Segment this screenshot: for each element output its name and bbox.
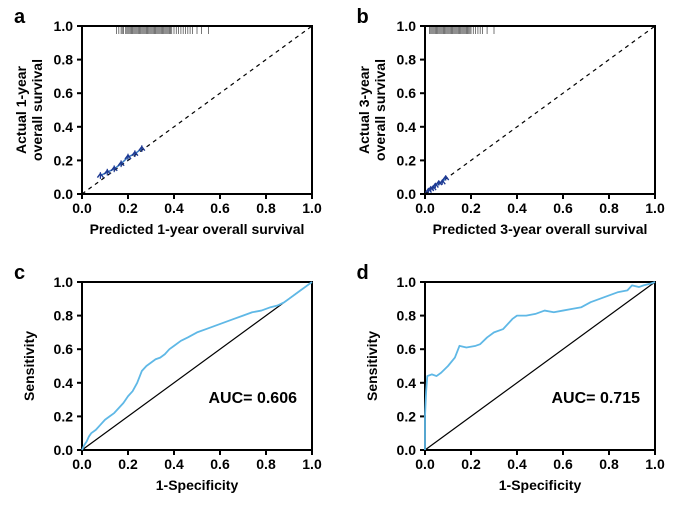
svg-text:1.0: 1.0	[645, 456, 665, 472]
panel-c-svg: 0.0 0.2 0.4 0.6 0.8 1.0 0.0 0.2 0.4 0.6 0.8 1.0 1-Sp…	[0, 256, 342, 511]
svg-text:0.8: 0.8	[396, 52, 416, 68]
panel-a-label: a	[14, 6, 25, 29]
svg-text:0.2: 0.2	[396, 152, 416, 168]
panel-d: d 0.0 0.2 0.4 0.6 0.8 1.0 0.0 0.2 0.4 0.6 0.8 1.0 1-…	[343, 256, 685, 511]
svg-text:0.6: 0.6	[396, 341, 416, 357]
panel-b-svg: 0.0 0.2 0.4 0.6 0.8 1.0 0.0 0.2 0.4 0.6 0.8 1.0 Pred…	[343, 0, 685, 255]
svg-text:0.0: 0.0	[54, 186, 74, 202]
svg-text:0.0: 0.0	[415, 200, 435, 216]
svg-text:Predicted 1-year overall survi: Predicted 1-year overall survival	[90, 221, 305, 237]
svg-text:0.6: 0.6	[54, 85, 74, 101]
svg-text:Predicted 3-year overall survi: Predicted 3-year overall survival	[432, 221, 647, 237]
svg-text:0.0: 0.0	[396, 186, 416, 202]
svg-text:0.8: 0.8	[54, 52, 74, 68]
svg-text:1.0: 1.0	[54, 274, 74, 290]
svg-text:Actual 3-yearoverall survival: Actual 3-yearoverall survival	[356, 59, 388, 161]
svg-text:0.8: 0.8	[599, 200, 619, 216]
svg-text:0.0: 0.0	[396, 442, 416, 458]
panel-d-label: d	[357, 262, 369, 285]
svg-text:0.4: 0.4	[507, 200, 527, 216]
panel-b-label: b	[357, 6, 369, 29]
svg-text:0.0: 0.0	[54, 442, 74, 458]
svg-text:1.0: 1.0	[302, 456, 322, 472]
panel-a: a 0.0 0.2 0.4 0.6 0.8 1.0 0.0 0.2 0.4 0.6 0.8 1.0 Pr…	[0, 0, 343, 256]
svg-text:0.2: 0.2	[118, 200, 138, 216]
svg-text:1-Specificity: 1-Specificity	[498, 477, 581, 493]
svg-text:0.2: 0.2	[54, 408, 74, 424]
panel-c: c 0.0 0.2 0.4 0.6 0.8 1.0 0.0 0.2 0.4 0.6 0.8 1.0 1-…	[0, 256, 343, 511]
svg-text:0.0: 0.0	[72, 200, 92, 216]
svg-text:0.4: 0.4	[507, 456, 527, 472]
svg-text:1.0: 1.0	[396, 18, 416, 34]
svg-text:0.4: 0.4	[396, 119, 416, 135]
svg-text:0.0: 0.0	[72, 456, 92, 472]
svg-text:0.8: 0.8	[256, 200, 276, 216]
svg-text:0.8: 0.8	[396, 307, 416, 323]
svg-text:0.2: 0.2	[461, 456, 481, 472]
svg-text:0.2: 0.2	[118, 456, 138, 472]
svg-text:0.6: 0.6	[396, 85, 416, 101]
svg-text:1.0: 1.0	[302, 200, 322, 216]
svg-text:0.0: 0.0	[415, 456, 435, 472]
svg-text:1-Specificity: 1-Specificity	[156, 477, 239, 493]
svg-text:0.6: 0.6	[54, 341, 74, 357]
svg-text:1.0: 1.0	[645, 200, 665, 216]
panel-b: b 0.0 0.2 0.4 0.6 0.8 1.0 0.0 0.2 0.4 0.6 0.8 1.0 Pr…	[343, 0, 685, 256]
svg-text:0.8: 0.8	[54, 307, 74, 323]
svg-text:AUC= 0.606: AUC= 0.606	[209, 389, 298, 406]
svg-text:0.6: 0.6	[553, 456, 573, 472]
svg-text:0.4: 0.4	[54, 119, 74, 135]
svg-text:0.4: 0.4	[54, 374, 74, 390]
svg-text:0.4: 0.4	[396, 374, 416, 390]
svg-text:Sensitivity: Sensitivity	[21, 330, 37, 400]
panel-d-svg: 0.0 0.2 0.4 0.6 0.8 1.0 0.0 0.2 0.4 0.6 0.8 1.0 1-Sp…	[343, 256, 685, 511]
svg-text:0.4: 0.4	[164, 456, 184, 472]
svg-text:1.0: 1.0	[396, 274, 416, 290]
svg-text:0.8: 0.8	[256, 456, 276, 472]
svg-text:AUC= 0.715: AUC= 0.715	[551, 389, 640, 406]
panel-c-label: c	[14, 262, 25, 285]
svg-text:1.0: 1.0	[54, 18, 74, 34]
svg-text:0.6: 0.6	[553, 200, 573, 216]
svg-text:Actual 1-yearoverall survival: Actual 1-yearoverall survival	[13, 59, 45, 161]
svg-text:Sensitivity: Sensitivity	[364, 330, 380, 400]
svg-text:0.8: 0.8	[599, 456, 619, 472]
svg-text:0.2: 0.2	[396, 408, 416, 424]
svg-text:0.4: 0.4	[164, 200, 184, 216]
svg-text:0.6: 0.6	[210, 200, 230, 216]
panel-a-svg: 0.0 0.2 0.4 0.6 0.8 1.0 0.0 0.2 0.4 0.6 0.8 1.0 Pred…	[0, 0, 342, 255]
svg-text:0.6: 0.6	[210, 456, 230, 472]
svg-text:0.2: 0.2	[54, 152, 74, 168]
figure-grid: a 0.0 0.2 0.4 0.6 0.8 1.0 0.0 0.2 0.4 0.6 0.8 1.0 Pr…	[0, 0, 685, 511]
svg-text:0.2: 0.2	[461, 200, 481, 216]
